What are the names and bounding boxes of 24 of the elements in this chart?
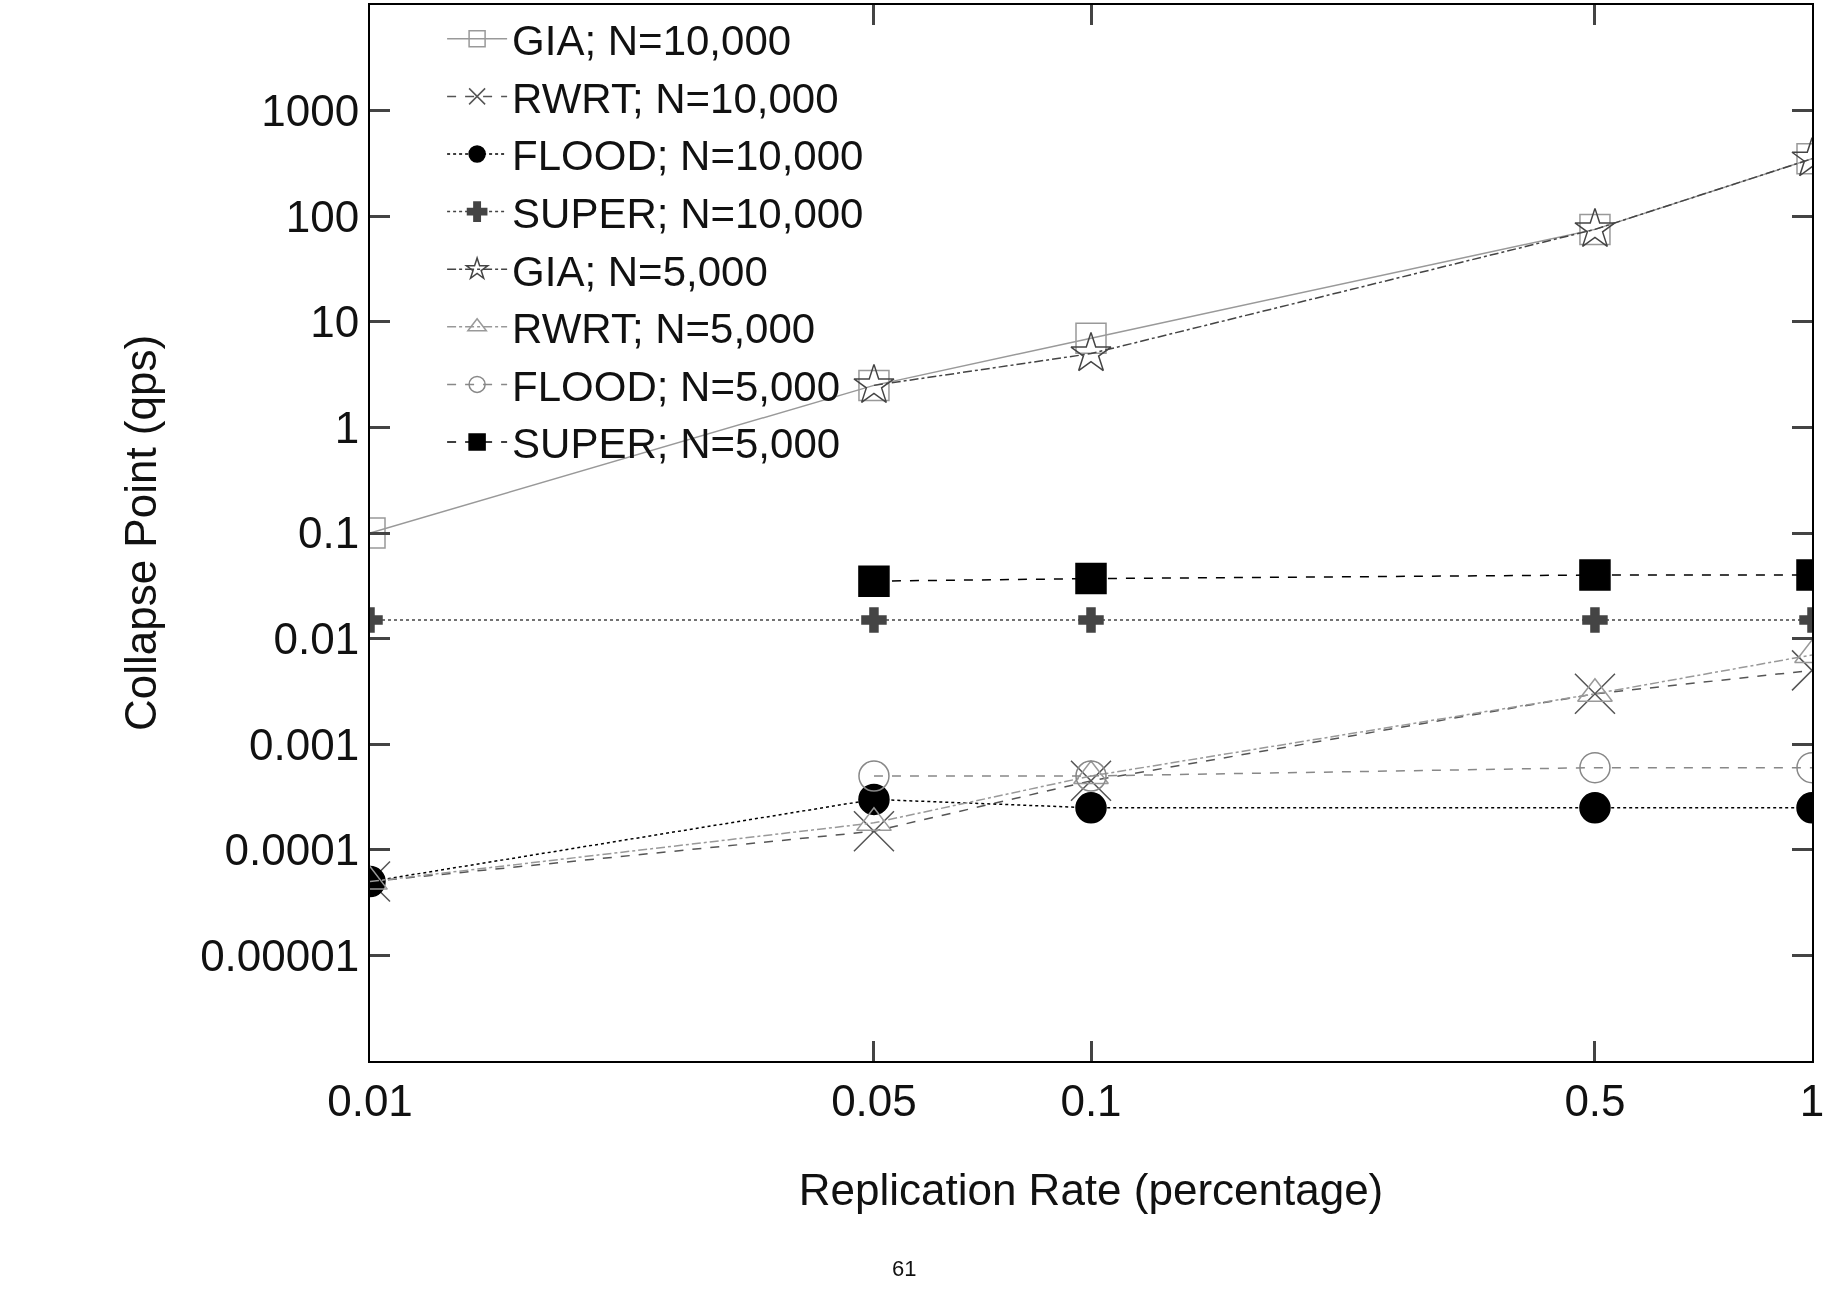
- x-tick-label: 0.05: [831, 1075, 917, 1125]
- x-tick-label: 1: [1799, 1075, 1825, 1125]
- y-axis-title: Collapse Point (qps): [115, 334, 165, 732]
- y-tick-label: 1: [334, 402, 360, 452]
- y-tick-label: 0.00001: [200, 930, 360, 980]
- y-tick-label: 100: [285, 191, 360, 241]
- legend-label: GIA; N=5,000: [512, 247, 768, 295]
- x-axis-title: Replication Rate (percentage): [798, 1164, 1384, 1214]
- y-tick-label: 0.001: [249, 719, 360, 769]
- y-tick-label: 0.1: [298, 508, 360, 558]
- legend-label: RWRT; N=5,000: [512, 305, 816, 353]
- text: 61: [892, 1256, 917, 1281]
- legend-label: GIA; N=10,000: [512, 17, 792, 65]
- legend-label: SUPER; N=10,000: [512, 189, 864, 237]
- legend-label: SUPER; N=5,000: [512, 420, 841, 468]
- legend-label: FLOOD; N=5,000: [512, 362, 841, 410]
- legend-label: RWRT; N=10,000: [512, 74, 839, 122]
- y-tick-label: 0.01: [273, 614, 360, 663]
- y-tick-label: 0.0001: [224, 825, 360, 875]
- legend-label: FLOOD; N=10,000: [512, 132, 864, 180]
- y-tick-label: 10: [310, 297, 360, 347]
- x-tick-label: 0.5: [1564, 1075, 1626, 1125]
- y-tick-label: 1000: [261, 86, 360, 135]
- x-tick-label: 0.1: [1060, 1075, 1122, 1125]
